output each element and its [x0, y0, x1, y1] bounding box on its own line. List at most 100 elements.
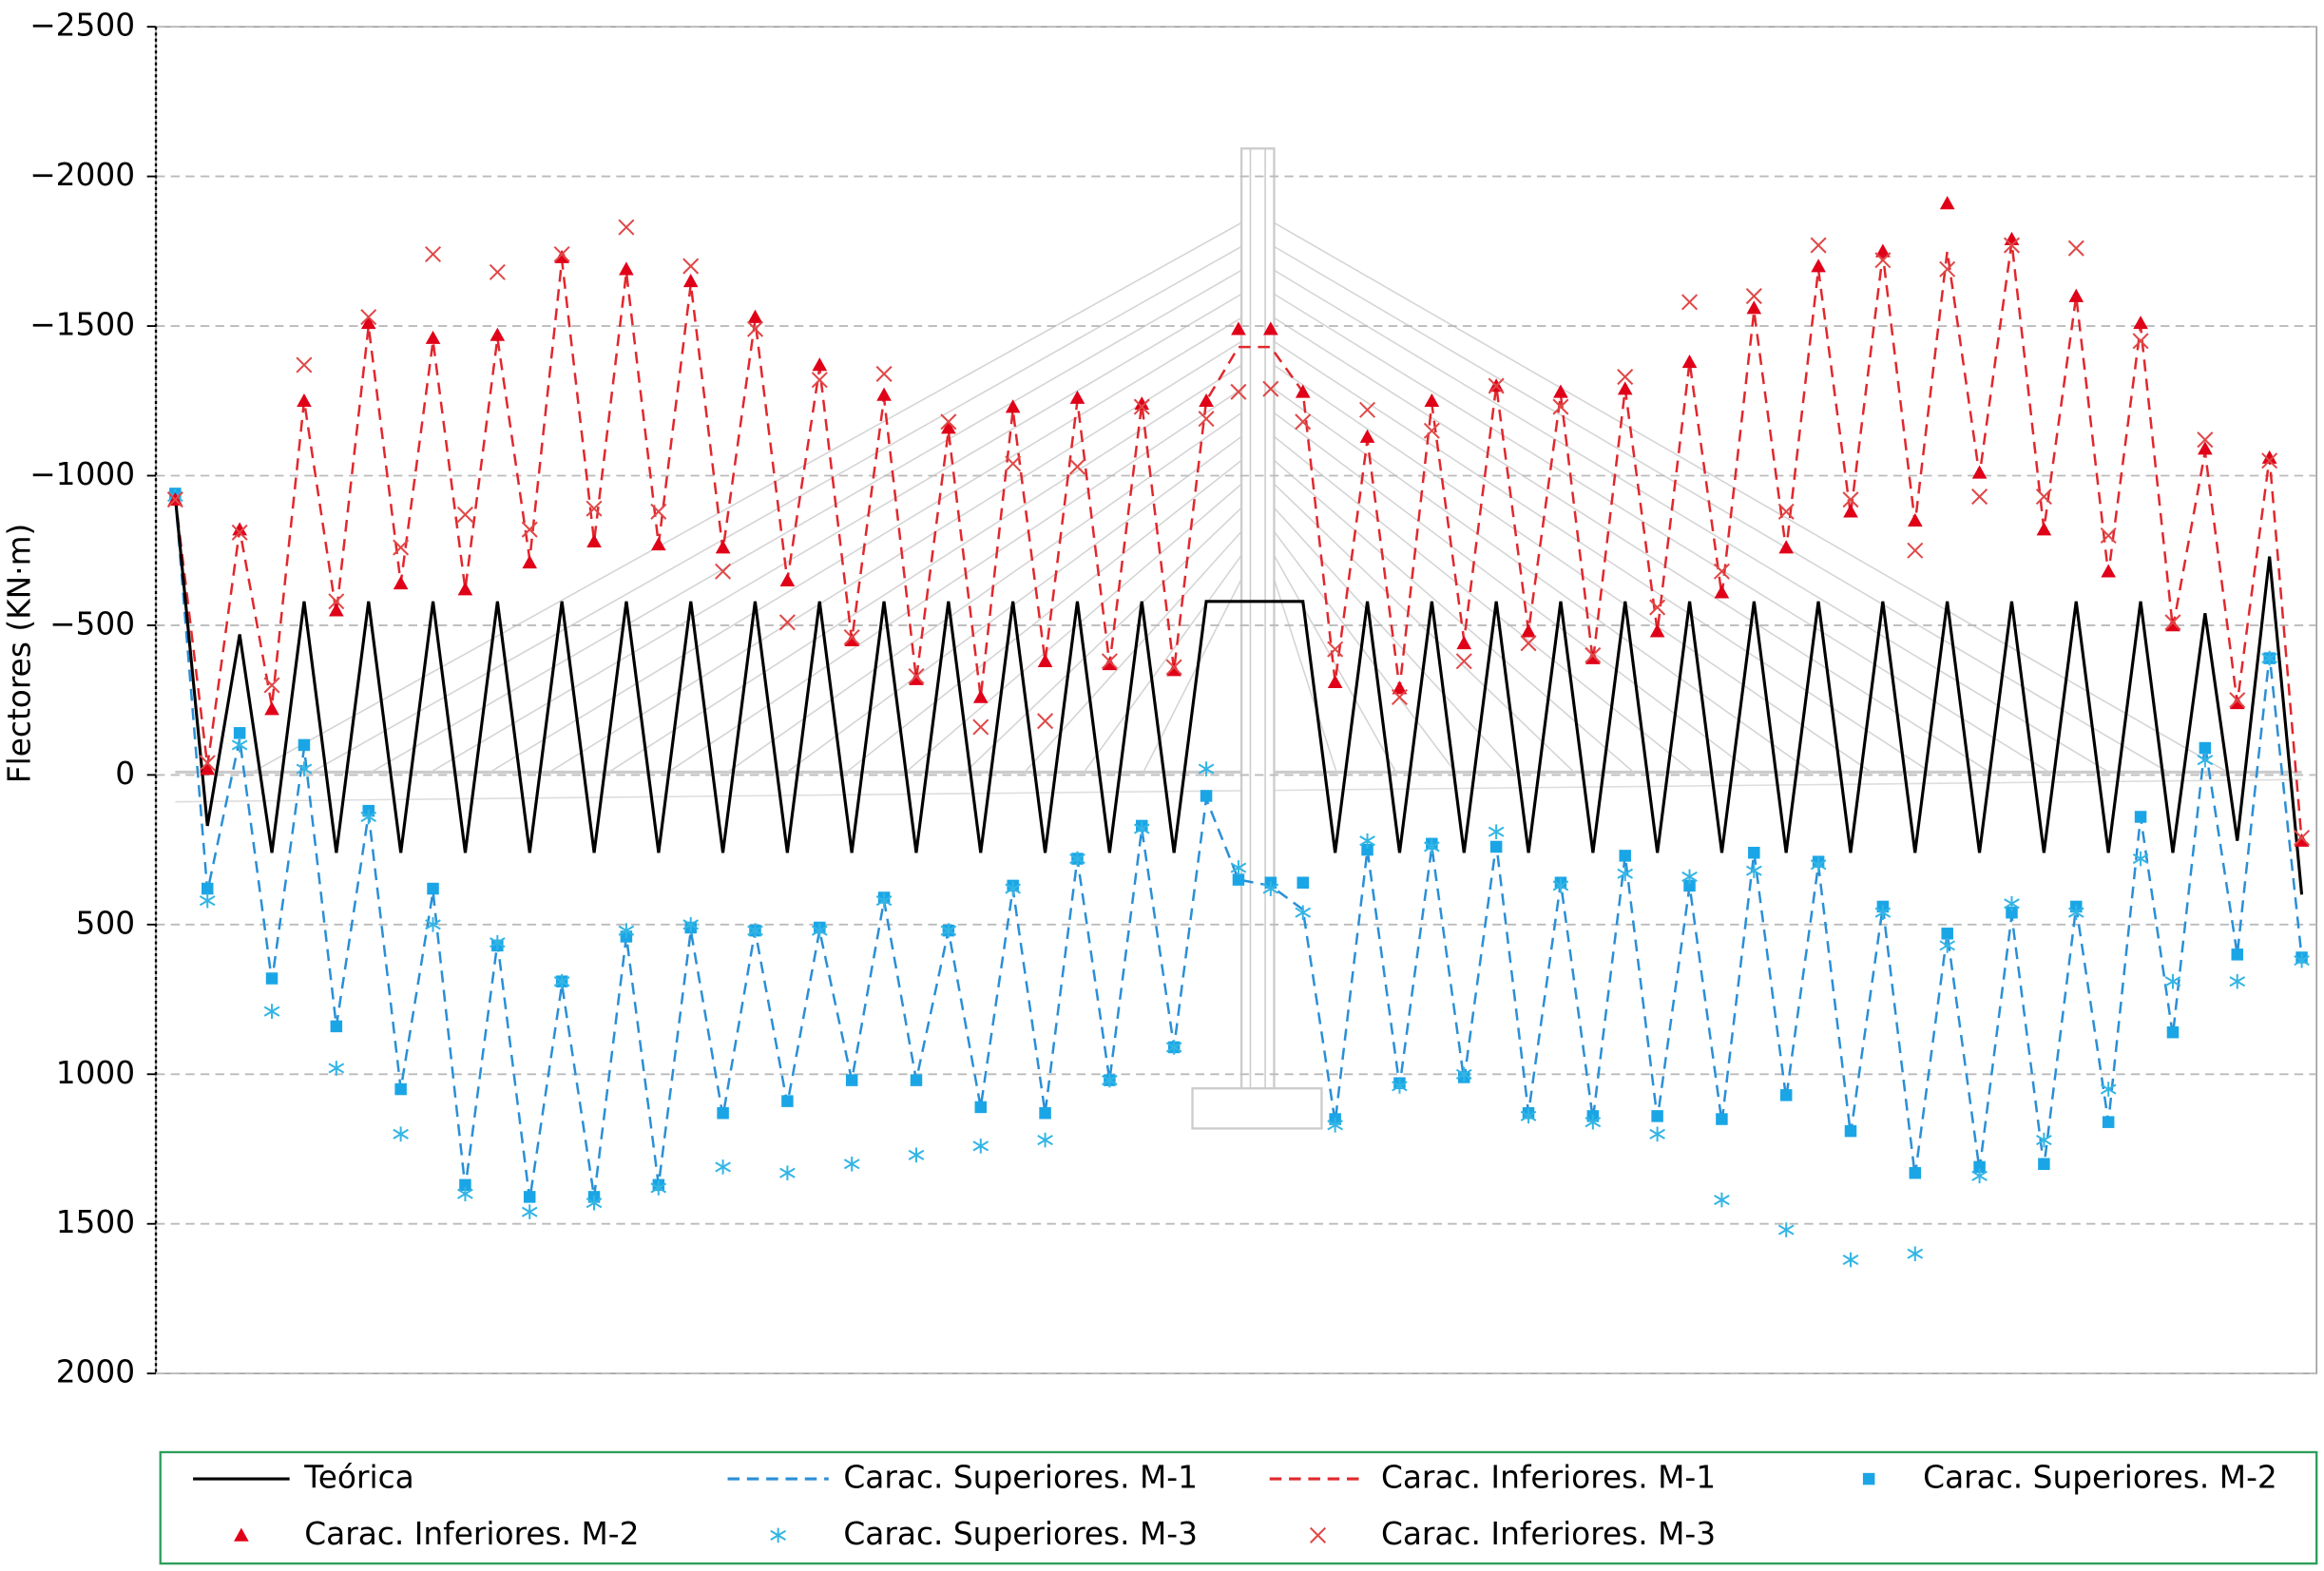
marker-square [1683, 879, 1696, 892]
marker-stroke [715, 563, 732, 580]
marker-triangle [1199, 393, 1214, 408]
marker-stroke [1745, 288, 1762, 305]
marker-asterisk [1069, 851, 1085, 867]
marker-x [424, 245, 442, 263]
bridge-drawing [175, 147, 2302, 1130]
cable [1274, 221, 2228, 774]
marker-stroke [1198, 763, 1215, 775]
marker-stroke [231, 524, 248, 541]
marker-triangle [2068, 288, 2084, 302]
marker-triangle [393, 576, 409, 590]
marker-stroke [2003, 237, 2021, 254]
marker-asterisk [521, 1204, 538, 1219]
marker-stroke [263, 1006, 280, 1017]
marker-stroke [1971, 489, 1988, 506]
cable [430, 293, 1242, 774]
marker-x [1520, 635, 1537, 652]
marker-triangle [1778, 540, 1795, 554]
cable [1273, 530, 1456, 773]
marker-asterisk [489, 934, 506, 950]
marker-asterisk [263, 1004, 280, 1019]
marker-x [1198, 411, 1215, 428]
marker-stroke [296, 763, 313, 775]
marker-stroke [1327, 1120, 1343, 1131]
marker-stroke [1262, 380, 1279, 397]
marker-square [1716, 1113, 1728, 1125]
marker-stroke [1005, 455, 1022, 472]
legend-label: Carac. Inferiores. M-3 [1381, 1516, 1716, 1552]
marker-stroke [715, 1161, 731, 1173]
marker-stroke [586, 500, 603, 517]
marker-stroke [908, 667, 925, 685]
marker-stroke [2294, 955, 2310, 967]
marker-triangle [876, 387, 892, 401]
marker-asterisk [1198, 761, 1215, 776]
marker-asterisk [1392, 1079, 1408, 1094]
marker-x [2035, 489, 2052, 506]
marker-triangle [682, 274, 699, 288]
cable [1273, 459, 1635, 774]
marker-asterisk [1295, 905, 1312, 921]
marker-x [972, 718, 989, 736]
marker-stroke [1133, 823, 1150, 834]
marker-asterisk [457, 1186, 473, 1202]
marker-triangle [1585, 650, 1601, 664]
marker-square [233, 727, 246, 739]
marker-stroke [1777, 503, 1795, 520]
y-tick-label: 1000 [56, 1055, 135, 1091]
marker-stroke [328, 593, 345, 610]
marker-x [1488, 377, 1505, 394]
marker-triangle [1553, 384, 1568, 398]
marker-stroke [875, 895, 893, 907]
marker-stroke [553, 976, 570, 987]
marker-square [1779, 1089, 1793, 1102]
marker-asterisk [1424, 839, 1440, 854]
marker-asterisk [1681, 869, 1698, 885]
marker-triangle [425, 330, 441, 344]
marker-stroke [1327, 641, 1344, 658]
marker-triangle [2004, 231, 2020, 245]
y-tick-label: 2000 [56, 1354, 135, 1390]
plot-frame [155, 26, 2317, 1374]
marker-x [393, 539, 410, 556]
marker-square [2199, 741, 2212, 755]
marker-x [940, 413, 957, 431]
y-tick-label: 0 [115, 756, 135, 792]
marker-stroke [2132, 333, 2149, 350]
marker-asterisk [908, 1147, 925, 1163]
cable [667, 388, 1242, 774]
marker-asterisk [650, 1180, 667, 1196]
marker-triangle [715, 540, 731, 554]
marker-x [908, 667, 925, 685]
marker-triangle [2133, 316, 2148, 330]
marker-triangle [2261, 450, 2277, 464]
marker-square [781, 1095, 794, 1107]
marker-stroke [811, 372, 828, 389]
marker-triangle [1875, 243, 1891, 258]
marker-stroke [2100, 527, 2117, 545]
marker-x [2261, 452, 2278, 469]
marker-stroke [682, 258, 700, 275]
marker-stroke [360, 309, 377, 326]
marker-x [715, 563, 732, 580]
cable [371, 269, 1242, 774]
marker-triangle [1134, 396, 1150, 411]
marker-asterisk [875, 892, 893, 909]
marker-triangle [2165, 618, 2180, 632]
y-tick-label: 500 [76, 905, 136, 941]
marker-x [1842, 491, 1859, 508]
marker-stroke [2036, 1134, 2052, 1146]
marker-x [778, 614, 796, 631]
marker-triangle [1681, 354, 1698, 369]
marker-square [394, 1082, 407, 1096]
cable [1274, 245, 2169, 774]
marker-square [1844, 1124, 1857, 1138]
marker-x [456, 506, 473, 523]
marker-x [231, 524, 248, 541]
marker-stroke [231, 739, 248, 751]
marker-asterisk [2036, 1132, 2052, 1148]
pylon [1239, 147, 1276, 1093]
marker-stroke [424, 245, 442, 263]
marker-asterisk [393, 1126, 409, 1142]
